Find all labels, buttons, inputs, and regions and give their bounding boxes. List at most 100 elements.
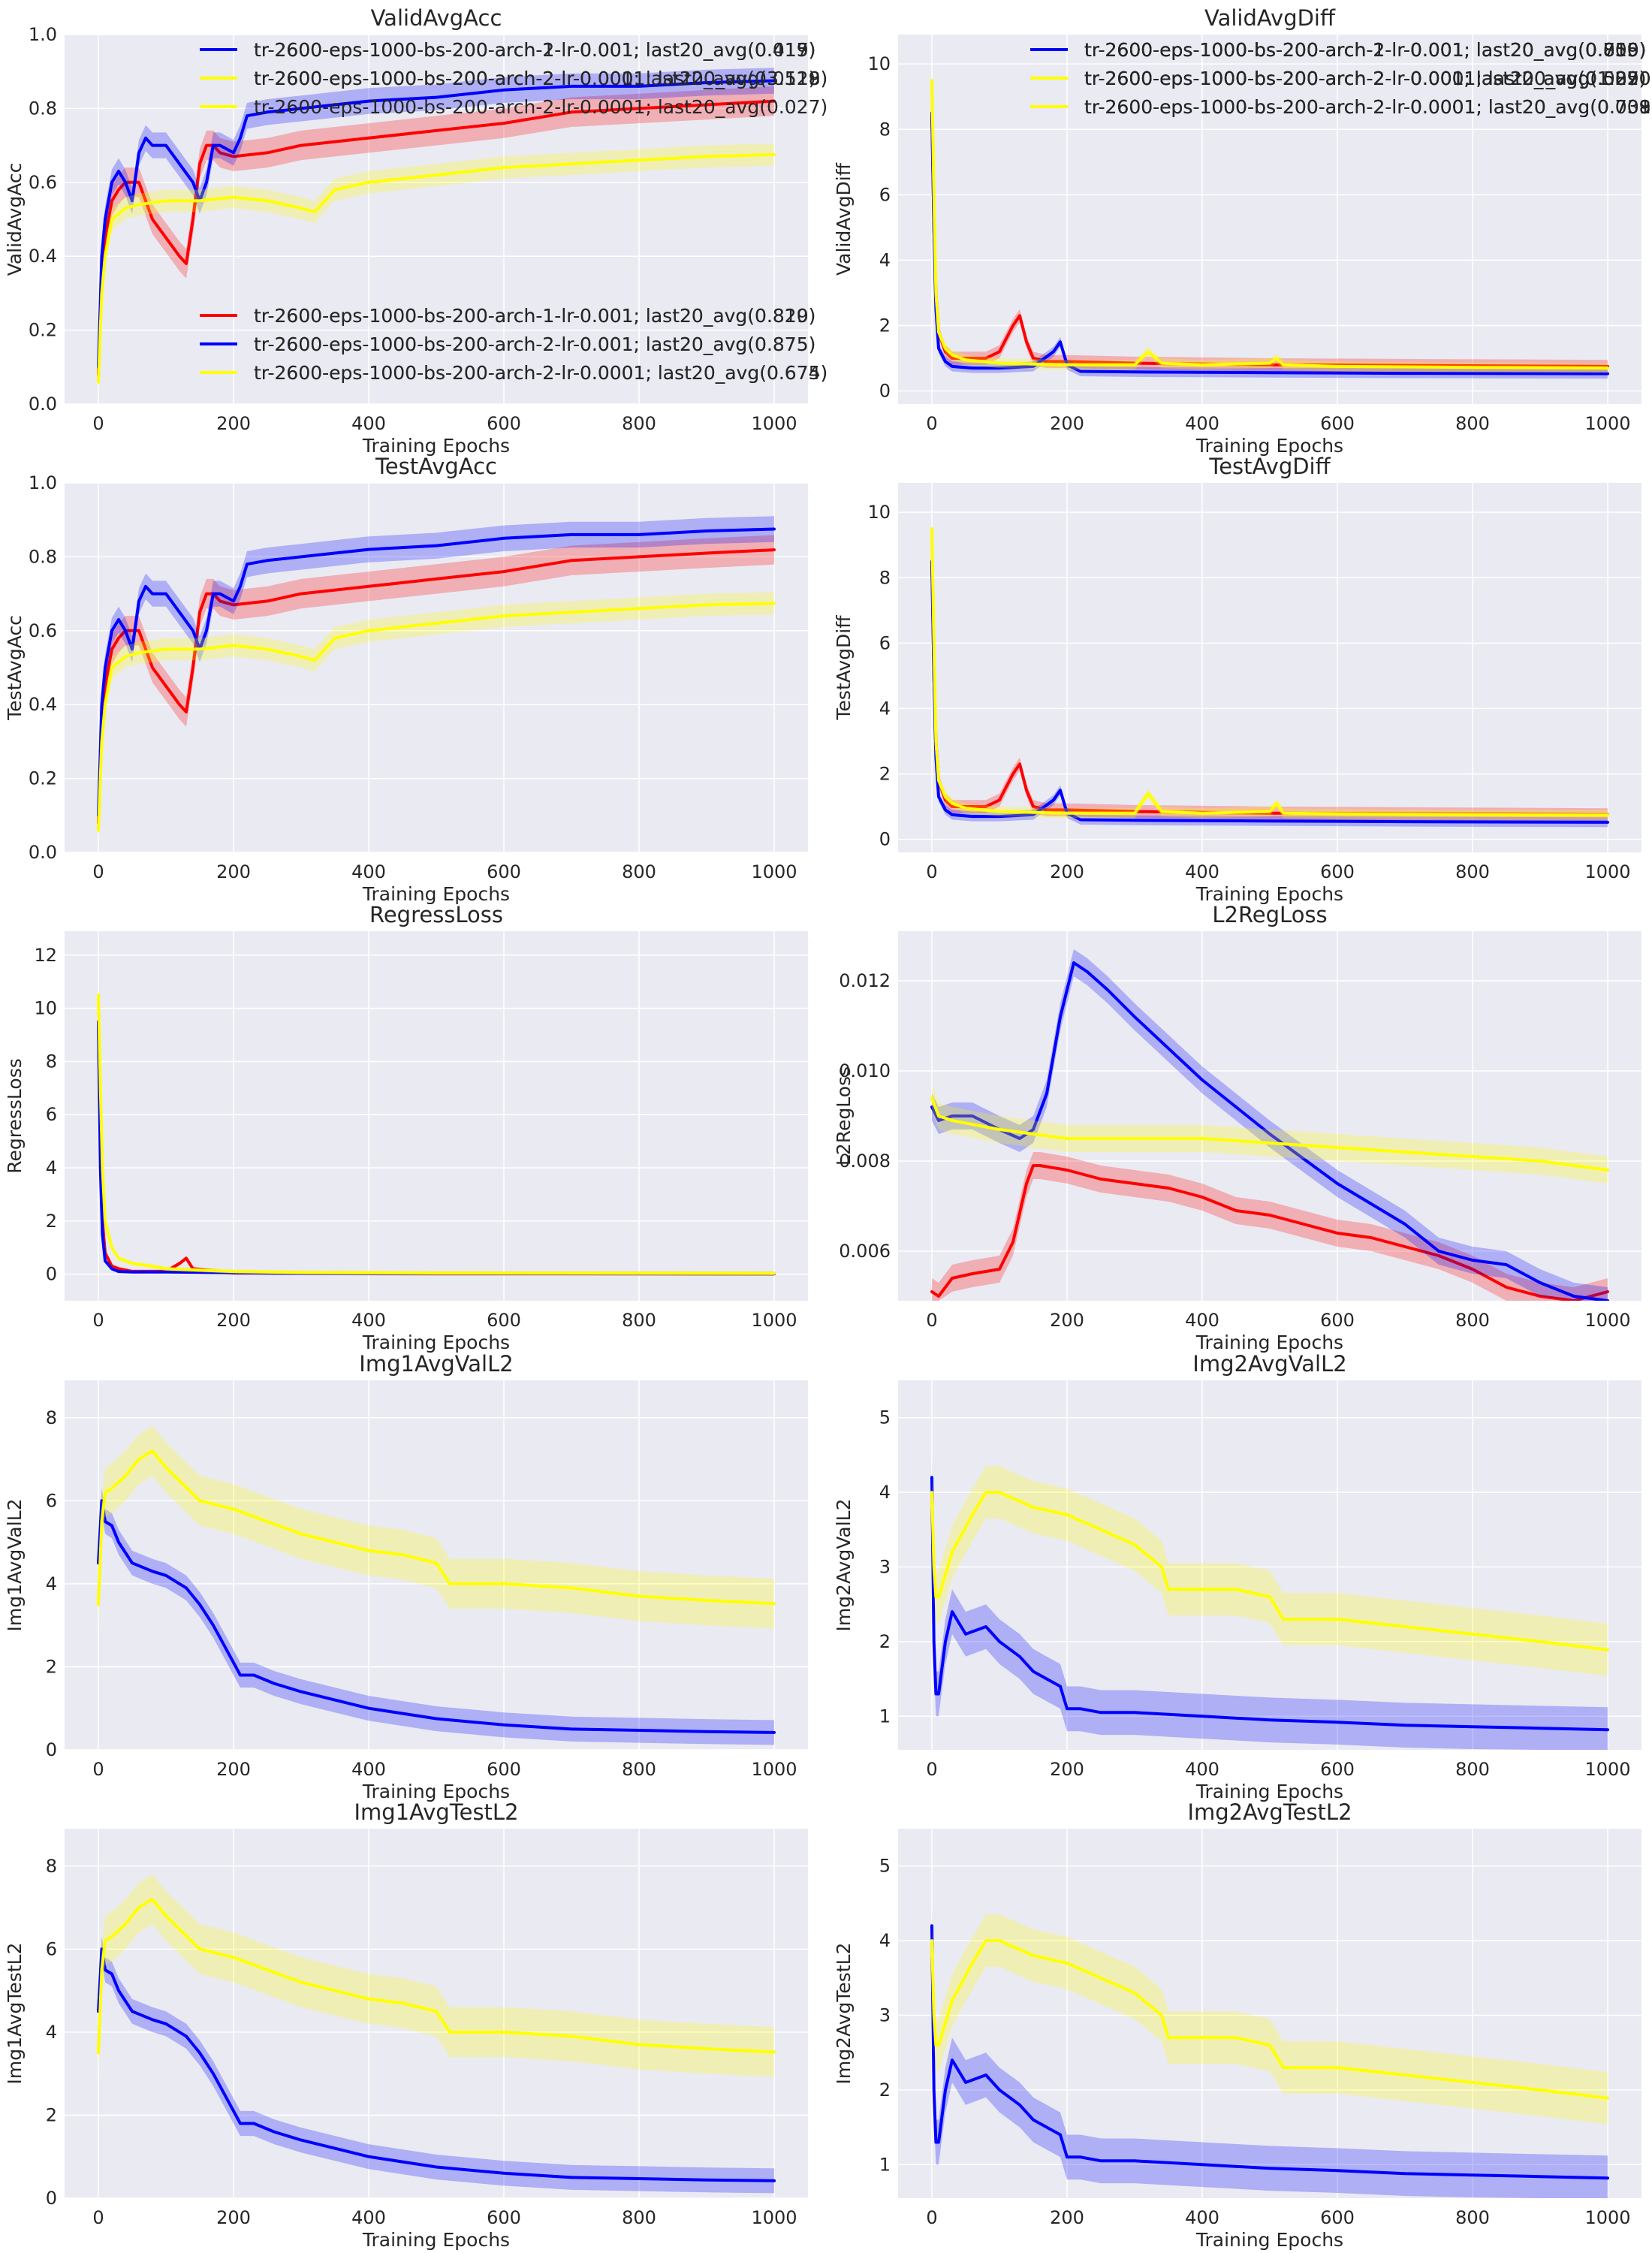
- x-axis-label: Training Epochs: [362, 883, 510, 905]
- x-tick-label: 400: [351, 861, 386, 882]
- x-axis-label: Training Epochs: [362, 1781, 510, 1802]
- series-line-2: [930, 559, 1609, 824]
- series-line-1: [97, 1499, 776, 1734]
- y-tick-label: 8: [879, 567, 891, 588]
- y-tick-label: 0.8: [29, 98, 57, 119]
- y-tick-label: 0.4: [29, 694, 57, 715]
- chart-title: Img2AvgValL2: [1192, 1351, 1346, 1377]
- y-tick-label: 12: [34, 945, 57, 966]
- y-tick-label: 10: [867, 502, 891, 523]
- y-tick-label: 3: [879, 2004, 891, 2025]
- x-tick-label: 400: [351, 413, 386, 434]
- series-line-2: [930, 1491, 1609, 1651]
- y-tick-label: 4: [879, 698, 891, 719]
- series-line-3: [97, 993, 776, 1275]
- y-tick-label: 0: [46, 2188, 57, 2209]
- series-band-1: [98, 86, 774, 390]
- x-tick-label: 1000: [1584, 1310, 1630, 1331]
- legend-label: tr-2600-eps-1000-bs-200-arch-2-lr-0.0001…: [254, 362, 828, 384]
- y-axis-label: TestAvgDiff: [833, 615, 855, 721]
- chart-panel-5: 0 200 400 600 800 1000024681012RegressLossTra…: [4, 39, 828, 1353]
- legend: tr-2600-eps-1000-bs-200-arch-1-lr-0.001;…: [200, 305, 828, 384]
- y-tick-label: 1.0: [29, 24, 57, 45]
- y-tick-label: 1: [879, 1706, 891, 1727]
- x-tick-label: 0: [92, 2207, 104, 2228]
- x-tick-label: 400: [1185, 861, 1219, 882]
- y-tick-label: 2: [46, 1211, 57, 1232]
- legend-label: tr-2600-eps-1000-bs-200-arch-2-lr-0.001;…: [1084, 39, 1646, 61]
- y-axis-label: Img2AvgValL2: [833, 1498, 855, 1631]
- x-tick-label: 800: [622, 413, 656, 434]
- plot-area: [898, 931, 1641, 1301]
- chart-title: ValidAvgDiff: [1204, 5, 1336, 31]
- y-tick-label: 0.010: [839, 1060, 891, 1081]
- y-tick-label: 0.006: [839, 1241, 891, 1262]
- legend-label: tr-2600-eps-1000-bs-200-arch-2-lr-0.0001…: [1084, 96, 1652, 118]
- series-group: [97, 993, 776, 1276]
- series-band-1: [932, 1152, 1608, 1301]
- y-tick-label: 6: [46, 1938, 57, 1959]
- x-tick-label: 200: [216, 2207, 251, 2228]
- x-tick-label: 200: [1050, 861, 1084, 882]
- y-tick-label: 0: [46, 1264, 57, 1285]
- series-line-1: [930, 1924, 1609, 2180]
- chart-panel-7: 0 200 400 600 800 100002468Img1AvgValL2Traini…: [4, 39, 828, 1802]
- x-tick-label: 600: [1320, 1310, 1355, 1331]
- series-group: [97, 68, 776, 394]
- y-tick-label: 6: [46, 1490, 57, 1511]
- chart-panel-3: 0 200 400 600 800 1000 0.0 0.2 0.4 0.6 0.8 1.0 TestA…: [4, 305, 828, 905]
- x-tick-label: 1000: [1584, 2207, 1630, 2228]
- x-tick-label: 400: [351, 1759, 386, 1780]
- y-tick-label: 0.2: [29, 768, 57, 789]
- y-axis-label: L2RegLoss: [833, 1066, 855, 1166]
- legend-label: tr-2600-eps-1000-bs-200-arch-2-lr-0.001;…: [1084, 68, 1646, 89]
- y-tick-label: 8: [46, 1051, 57, 1072]
- y-axis-label: TestAvgAcc: [4, 615, 26, 721]
- y-tick-label: 0.6: [29, 172, 57, 193]
- y-tick-label: 2: [879, 315, 891, 336]
- series-band-2: [932, 1914, 1608, 2125]
- x-tick-label: 1000: [1584, 861, 1630, 882]
- x-tick-label: 800: [1455, 861, 1490, 882]
- y-axis-label: Img1AvgTestL2: [4, 1943, 26, 2085]
- x-axis-label: Training Epochs: [1195, 1332, 1343, 1353]
- chart-title: Img2AvgTestL2: [1187, 1799, 1352, 1825]
- x-axis-label: Training Epochs: [1195, 1781, 1343, 1802]
- legend-label: tr-2600-eps-1000-bs-200-arch-2-lr-0.0001…: [1084, 96, 1652, 118]
- legend-label: tr-2600-eps-1000-bs-200-arch-1-lr-0.001;…: [1084, 39, 1646, 61]
- series-group: [97, 1425, 776, 1745]
- legend-label: tr-2600-eps-1000-bs-200-arch-2-lr-0.0001…: [254, 68, 828, 89]
- y-tick-label: 0.012: [839, 970, 891, 991]
- chart-title: L2RegLoss: [1212, 902, 1327, 927]
- y-tick-label: 6: [46, 1104, 57, 1125]
- y-tick-label: 4: [879, 1930, 891, 1951]
- x-tick-label: 0: [92, 1759, 104, 1780]
- legend: tr-2600-eps-1000-bs-200-arch-2-lr-0.001;…: [1030, 39, 1652, 89]
- legend-label: tr-2600-eps-1000-bs-200-arch-2-lr-0.0001…: [1084, 68, 1652, 89]
- x-tick-label: 800: [1455, 1310, 1490, 1331]
- chart-title: Img1AvgTestL2: [354, 1799, 518, 1825]
- legend-label: tr-2600-eps-1000-bs-200-arch-1-lr-0.001;…: [254, 39, 815, 61]
- x-axis-label: Training Epochs: [362, 435, 510, 457]
- series-line-3: [930, 1096, 1609, 1172]
- series-line-1: [930, 1476, 1609, 1732]
- x-tick-label: 600: [487, 413, 521, 434]
- y-tick-label: 1: [879, 2154, 891, 2175]
- series-line-1: [97, 1947, 776, 2182]
- y-tick-label: 3: [879, 1556, 891, 1577]
- y-axis-label: Img1AvgValL2: [4, 1498, 26, 1631]
- series-band-1: [932, 554, 1608, 822]
- x-tick-label: 400: [1185, 1759, 1219, 1780]
- x-tick-label: 800: [622, 1310, 656, 1331]
- x-tick-label: 400: [1185, 413, 1219, 434]
- x-tick-label: 1000: [751, 1759, 797, 1780]
- chart-title: TestAvgAcc: [375, 454, 497, 479]
- series-band-1: [932, 1903, 1608, 2198]
- y-axis-label: ValidAvgDiff: [833, 162, 855, 276]
- series-group: [97, 1874, 776, 2194]
- legend-label: tr-2600-eps-1000-bs-200-arch-1-lr-0.001;…: [254, 305, 815, 327]
- x-tick-label: 1000: [751, 861, 797, 882]
- plot-area: [898, 1380, 1641, 1750]
- x-tick-label: 1000: [751, 1310, 797, 1331]
